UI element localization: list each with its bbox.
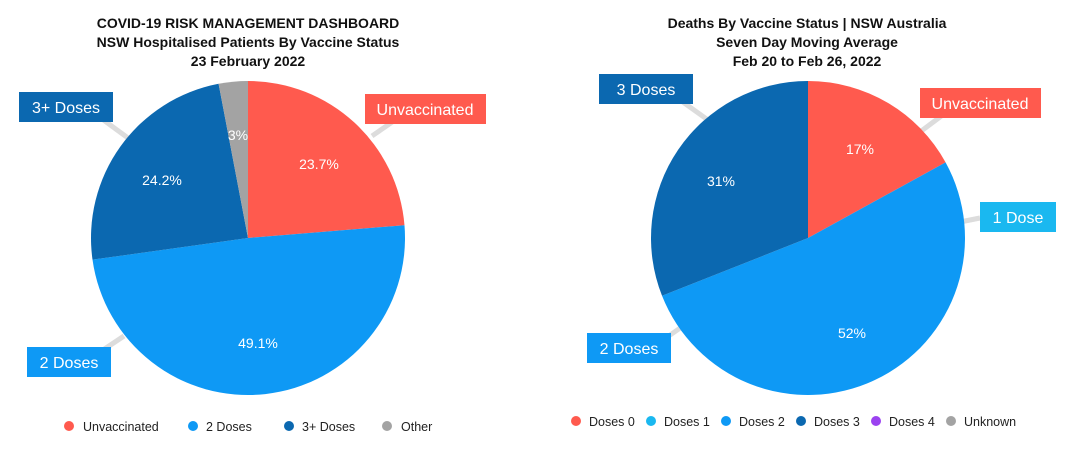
- chart2-legend: Doses 0 Doses 1 Doses 2 Doses 3 Doses 4 …: [571, 415, 1016, 429]
- chart1-callout-box-3doses: [19, 92, 113, 122]
- chart1-legend-other: Other: [401, 420, 432, 434]
- chart1-slice-label-3doses: 24.2%: [142, 172, 182, 188]
- chart1-legend-3doses: 3+ Doses: [302, 420, 355, 434]
- chart1-slice-2doses: [92, 225, 406, 396]
- chart2-title-line3: Feb 20 to Feb 26, 2022: [733, 53, 882, 69]
- chart2-callout-box-unvaccinated: [920, 88, 1041, 118]
- chart2-callout-box-3doses: [599, 74, 693, 104]
- chart1-slice-label-unvaccinated: 23.7%: [299, 156, 339, 172]
- chart1-callout-unvaccinated: Unvaccinated: [377, 102, 474, 119]
- chart2-legend-doses4: Doses 4: [889, 415, 935, 429]
- chart2-legend-swatch-doses0: [571, 416, 581, 426]
- chart2-callout-3doses: 3 Doses: [617, 82, 676, 99]
- chart2-legend-doses3: Doses 3: [814, 415, 860, 429]
- chart2-slice-label-doses3: 31%: [707, 173, 735, 189]
- chart2-title-line2: Seven Day Moving Average: [716, 34, 898, 50]
- chart2-callout-box-2doses: [587, 333, 671, 363]
- chart2-legend-swatch-unknown: [946, 416, 956, 426]
- chart1-slice-unvaccinated: [248, 81, 405, 238]
- chart2-legend-swatch-doses1: [646, 416, 656, 426]
- chart1-callout-3doses: 3+ Doses: [32, 100, 100, 117]
- chart1-callout-2doses: 2 Doses: [40, 355, 99, 372]
- chart1-callout-box-unvaccinated: [365, 94, 486, 124]
- chart1-title-line1: COVID-19 RISK MANAGEMENT DASHBOARD: [97, 15, 400, 31]
- chart2-legend-doses2: Doses 2: [739, 415, 785, 429]
- chart1-callout-box-2doses: [27, 347, 111, 377]
- chart1-slice-label-2doses: 49.1%: [238, 335, 278, 351]
- chart2-callout-unvaccinated: Unvaccinated: [932, 96, 1029, 113]
- chart2-legend-unknown: Unknown: [964, 415, 1016, 429]
- chart1-title-line2: NSW Hospitalised Patients By Vaccine Sta…: [97, 34, 400, 50]
- chart2-legend-swatch-doses3: [796, 416, 806, 426]
- chart1-pie: [91, 81, 406, 396]
- chart2-slice-label-doses2: 52%: [838, 325, 866, 341]
- chart2-legend-swatch-doses2: [721, 416, 731, 426]
- chart2-legend-doses1: Doses 1: [664, 415, 710, 429]
- chart2-slice-label-doses0: 17%: [846, 141, 874, 157]
- chart2-slice-doses0: [808, 81, 946, 238]
- chart1-legend-swatch-3doses: [284, 421, 294, 431]
- chart2-callout-box-1dose: [980, 202, 1056, 232]
- chart2-slice-doses3: [651, 81, 808, 296]
- chart2-legend-swatch-doses4: [871, 416, 881, 426]
- chart1-legend-unvaccinated: Unvaccinated: [83, 420, 159, 434]
- chart2-slice-doses2: [662, 162, 966, 396]
- chart1-legend-swatch-unvaccinated: [64, 421, 74, 431]
- chart1-slice-other: [218, 81, 248, 238]
- chart1-legend-2doses: 2 Doses: [206, 420, 252, 434]
- chart1-slice-label-other: 3%: [228, 127, 248, 143]
- chart2-title-line1: Deaths By Vaccine Status | NSW Australia: [668, 15, 947, 31]
- chart1-slice-3doses: [91, 83, 248, 260]
- hospitalised-chart: COVID-19 RISK MANAGEMENT DASHBOARD NSW H…: [19, 15, 486, 434]
- chart2-callout-2doses: 2 Doses: [600, 341, 659, 358]
- chart2-legend-doses0: Doses 0: [589, 415, 635, 429]
- deaths-chart: Deaths By Vaccine Status | NSW Australia…: [571, 15, 1056, 429]
- chart2-callout-1dose: 1 Dose: [993, 210, 1044, 227]
- chart1-legend-swatch-other: [382, 421, 392, 431]
- chart2-pie: [651, 81, 966, 396]
- chart1-title-line3: 23 February 2022: [191, 53, 306, 69]
- chart1-legend-swatch-2doses: [188, 421, 198, 431]
- chart1-legend: Unvaccinated 2 Doses 3+ Doses Other: [64, 420, 432, 434]
